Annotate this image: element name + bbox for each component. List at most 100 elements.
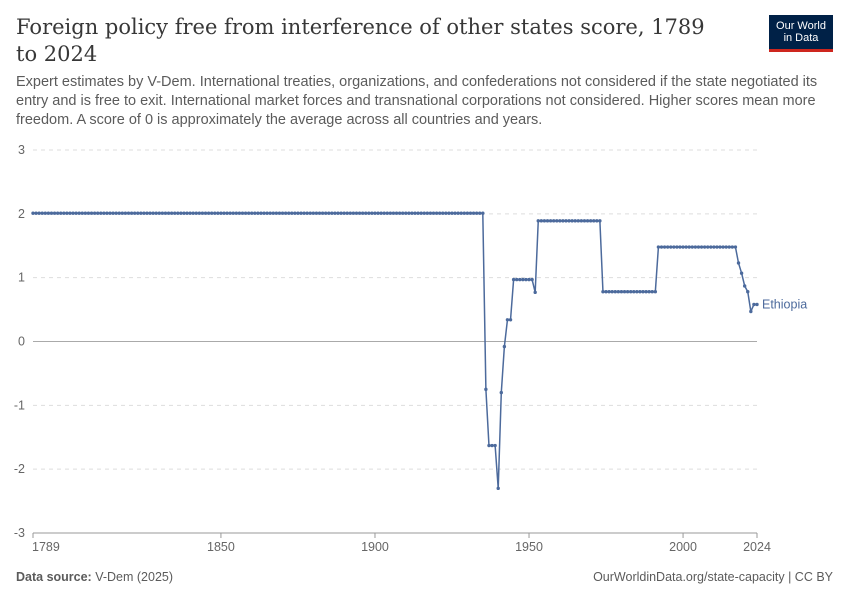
data-point[interactable] [37, 211, 41, 215]
data-point[interactable] [367, 211, 371, 215]
data-point[interactable] [197, 211, 202, 215]
data-point[interactable] [49, 211, 54, 215]
data-point[interactable] [721, 245, 725, 249]
data-point[interactable] [200, 211, 205, 215]
data-point[interactable] [514, 277, 519, 282]
data-point[interactable] [530, 277, 534, 282]
data-point[interactable] [176, 211, 180, 215]
data-point[interactable] [706, 245, 710, 249]
data-point[interactable] [465, 211, 470, 215]
data-point[interactable] [77, 211, 81, 215]
data-point[interactable] [619, 290, 624, 294]
data-point[interactable] [376, 211, 380, 215]
data-point[interactable] [422, 211, 426, 215]
data-point[interactable] [92, 211, 97, 215]
data-point[interactable] [213, 211, 217, 215]
data-point[interactable] [71, 211, 75, 215]
data-point[interactable] [453, 211, 457, 215]
data-point[interactable] [527, 277, 531, 282]
data-point[interactable] [203, 211, 208, 215]
data-point[interactable] [65, 211, 69, 215]
data-point[interactable] [271, 211, 276, 215]
data-point[interactable] [709, 245, 713, 249]
data-point[interactable] [293, 211, 297, 215]
data-point[interactable] [259, 211, 263, 215]
data-point[interactable] [182, 211, 186, 215]
data-point[interactable] [206, 211, 211, 215]
data-point[interactable] [225, 211, 229, 215]
data-point[interactable] [157, 211, 162, 215]
data-point[interactable] [185, 211, 189, 215]
data-point[interactable] [733, 245, 738, 249]
data-point[interactable] [727, 245, 731, 249]
data-point[interactable] [59, 211, 63, 215]
data-point[interactable] [730, 245, 735, 249]
data-point[interactable] [327, 211, 331, 215]
data-point[interactable] [311, 211, 316, 215]
data-point[interactable] [481, 211, 485, 215]
data-source-value[interactable]: V-Dem (2025) [95, 570, 174, 584]
data-point[interactable] [493, 443, 497, 448]
data-point[interactable] [638, 290, 642, 294]
data-point[interactable] [456, 211, 460, 215]
data-point[interactable] [749, 309, 753, 314]
data-point[interactable] [163, 211, 168, 215]
data-point[interactable] [502, 344, 507, 349]
data-point[interactable] [89, 211, 94, 215]
data-point[interactable] [305, 211, 309, 215]
data-point[interactable] [394, 211, 399, 215]
data-point[interactable] [74, 211, 78, 215]
data-point[interactable] [462, 211, 467, 215]
series-label[interactable]: Ethiopia [762, 297, 807, 311]
data-point[interactable] [496, 486, 500, 491]
data-point[interactable] [659, 245, 664, 249]
data-point[interactable] [471, 211, 476, 215]
data-point[interactable] [499, 390, 503, 395]
data-point[interactable] [693, 245, 698, 249]
data-point[interactable] [669, 245, 673, 249]
data-point[interactable] [256, 211, 260, 215]
data-point[interactable] [219, 211, 223, 215]
data-point[interactable] [80, 211, 84, 215]
data-point[interactable] [570, 219, 574, 223]
data-point[interactable] [604, 290, 608, 294]
data-point[interactable] [656, 245, 661, 249]
data-point[interactable] [687, 245, 691, 249]
data-point[interactable] [194, 211, 198, 215]
data-point[interactable] [545, 219, 550, 223]
data-point[interactable] [34, 211, 38, 215]
data-point[interactable] [290, 211, 294, 215]
data-point[interactable] [551, 219, 556, 223]
data-point[interactable] [317, 211, 322, 215]
data-point[interactable] [419, 211, 423, 215]
data-point[interactable] [274, 211, 279, 215]
data-point[interactable] [86, 211, 91, 215]
data-point[interactable] [613, 290, 617, 294]
data-point[interactable] [262, 211, 266, 215]
data-point[interactable] [397, 211, 402, 215]
data-point[interactable] [320, 211, 325, 215]
data-point[interactable] [166, 211, 171, 215]
data-point[interactable] [592, 219, 596, 223]
data-point[interactable] [595, 219, 599, 223]
data-point[interactable] [585, 219, 590, 223]
data-point[interactable] [484, 387, 488, 392]
data-point[interactable] [696, 245, 701, 249]
data-point[interactable] [539, 219, 544, 223]
data-point[interactable] [582, 219, 587, 223]
data-point[interactable] [598, 219, 602, 223]
data-point[interactable] [437, 211, 442, 215]
data-point[interactable] [240, 211, 245, 215]
data-point[interactable] [401, 211, 405, 215]
data-point[interactable] [616, 290, 621, 294]
data-point[interactable] [635, 290, 639, 294]
data-point[interactable] [253, 211, 257, 215]
data-point[interactable] [151, 211, 155, 215]
data-point[interactable] [675, 245, 679, 249]
data-point[interactable] [628, 290, 633, 294]
data-point[interactable] [413, 211, 417, 215]
data-point[interactable] [752, 302, 756, 307]
data-point[interactable] [567, 219, 571, 223]
data-point[interactable] [40, 211, 44, 215]
data-point[interactable] [576, 219, 581, 223]
